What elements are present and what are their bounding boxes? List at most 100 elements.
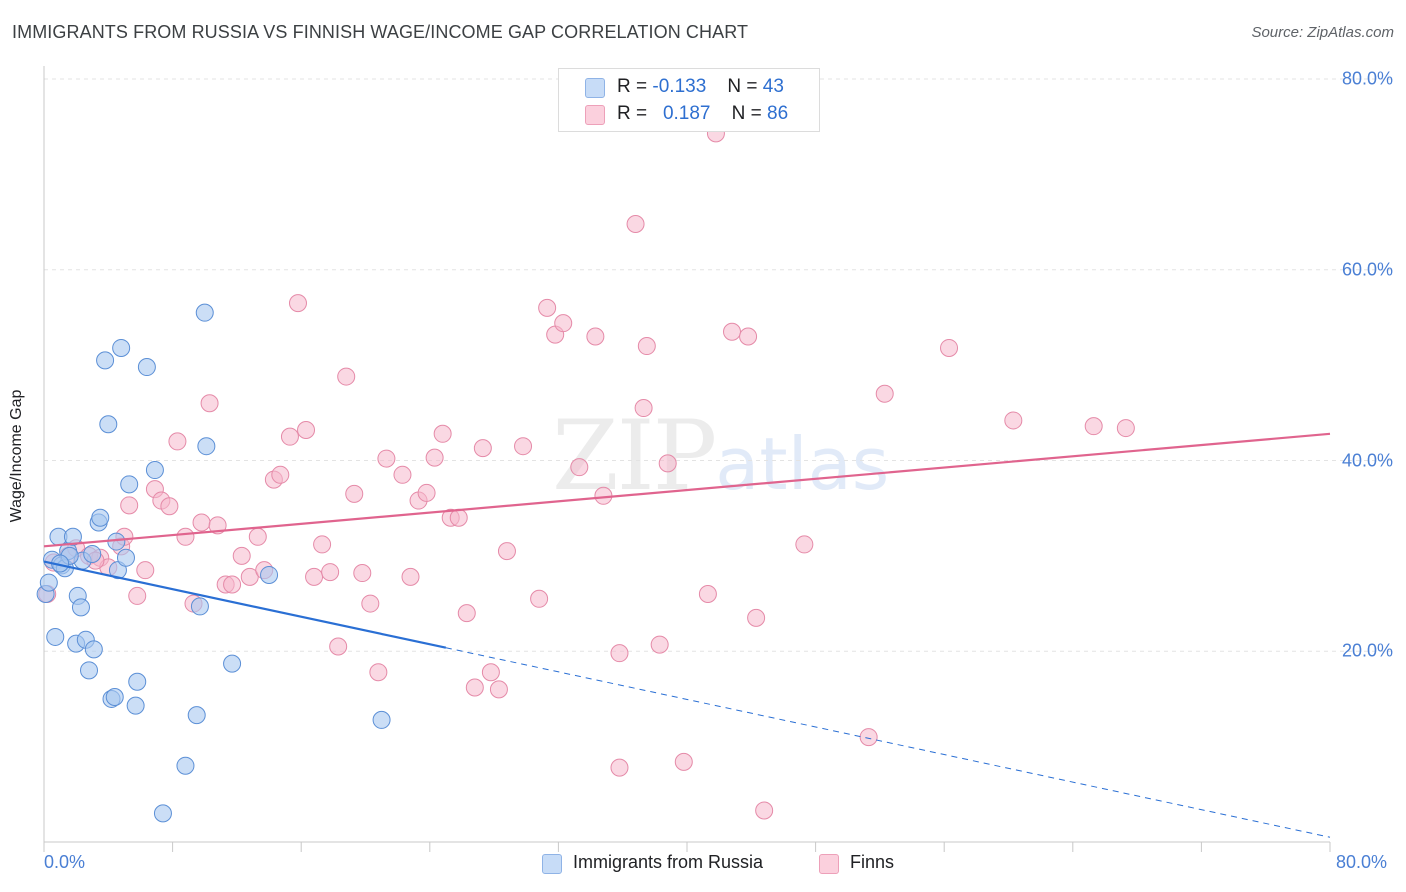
russia-trend-line-extrapolated [445,647,1331,838]
bottom-legend-finns: Finns [819,852,894,874]
russia-point [80,661,99,680]
finns-point [530,589,549,608]
russia-trend-line [43,560,447,649]
finns-point [297,420,316,439]
russia-point [39,573,58,592]
x-tick-label-min: 0.0% [44,852,86,872]
source-label: Source: ZipAtlas.com [1251,24,1394,41]
russia-point [116,548,135,567]
legend-n-value: 86 [767,103,789,124]
russia-point [176,756,195,775]
russia-point [99,415,118,434]
finns-point [176,527,195,546]
legend-r-value: -0.133 [652,76,707,97]
legend-r-label: R = [617,76,648,97]
finns-point [168,432,187,451]
bottom-legend-russia: Immigrants from Russia [542,852,764,874]
finns-point [377,449,396,468]
legend-n-value: 43 [762,76,784,97]
russia-point [195,303,214,322]
finns-point [271,465,290,484]
finns-point [739,327,758,346]
y-tick-label-20: 20.0% [1341,640,1393,661]
finns-point [497,542,516,561]
finns-point [674,752,693,771]
finns-point [650,635,669,654]
russia-point [120,475,139,494]
finns-point [457,604,476,623]
finns-point [875,384,894,403]
finns-point [345,484,364,503]
legend-swatch-russia [585,78,605,98]
trend-lines [43,432,1331,838]
finns-point [417,483,436,502]
finns-point [337,367,356,386]
russia-point [260,565,279,584]
watermark-zip: ZIP [552,400,717,512]
finns-point [136,561,155,580]
finns-point [401,567,420,586]
finns-point [393,465,412,484]
bottom-legend-label-russia: Immigrants from Russia [573,852,764,872]
finns-point [361,594,380,613]
finns-point [1004,411,1023,430]
legend-swatch-finns [585,105,605,125]
finns-point [353,564,372,583]
finns-point [313,535,332,554]
finns-point [554,314,573,333]
legend-n-label: N = [727,76,758,97]
finns-point [232,546,251,565]
finns-point [747,608,766,627]
finns-point [280,427,299,446]
finns-point [723,322,742,341]
finns-point [288,294,307,313]
finns-point [473,439,492,458]
finns-point [369,663,388,682]
finns-point [192,513,211,532]
finns-point [489,680,508,699]
russia-point [372,710,391,729]
finns-point [449,508,468,527]
finns-point [755,801,774,820]
finns-point [637,337,656,356]
watermark: ZIPatlas [552,400,889,512]
watermark-atlas: atlas [715,422,890,506]
russia-point [63,527,82,546]
finns-point [200,394,219,413]
correlation-legend: R = -0.133 N = 43 R = 0.187 N = 86 [558,68,820,132]
legend-n-label: N = [731,103,762,124]
russia-point [128,672,147,691]
finns-point [570,458,589,477]
russia-point [187,706,206,725]
legend-r-value: 0.187 [662,103,711,124]
y-tick-label-40: 40.0% [1341,450,1393,470]
finns-point [634,399,653,418]
y-axis-label: Wage/Income Gap [8,389,25,523]
russia-point [91,508,110,527]
finns-trend-line [43,432,1331,548]
finns-point [481,663,500,682]
finns-point [208,516,227,535]
finns-point [698,585,717,604]
axes [43,66,1331,852]
finns-point [465,678,484,697]
finns-point [305,567,324,586]
russia-point [71,598,90,617]
finns-point [586,327,605,346]
chart-title: IMMIGRANTS FROM RUSSIA VS FINNISH WAGE/I… [12,22,749,42]
russia-points [36,303,391,823]
x-tick-label-max: 80.0% [1336,852,1388,872]
russia-point [46,627,65,646]
finns-points [38,124,1135,820]
finns-point [433,424,452,443]
russia-point [105,688,124,707]
russia-point [223,654,242,673]
finns-point [321,563,340,582]
finns-point [859,728,878,747]
y-tick-label-80: 80.0% [1341,68,1393,89]
finns-point [1084,417,1103,436]
finns-point [626,214,645,233]
finns-point [658,454,677,473]
finns-point [610,644,629,663]
